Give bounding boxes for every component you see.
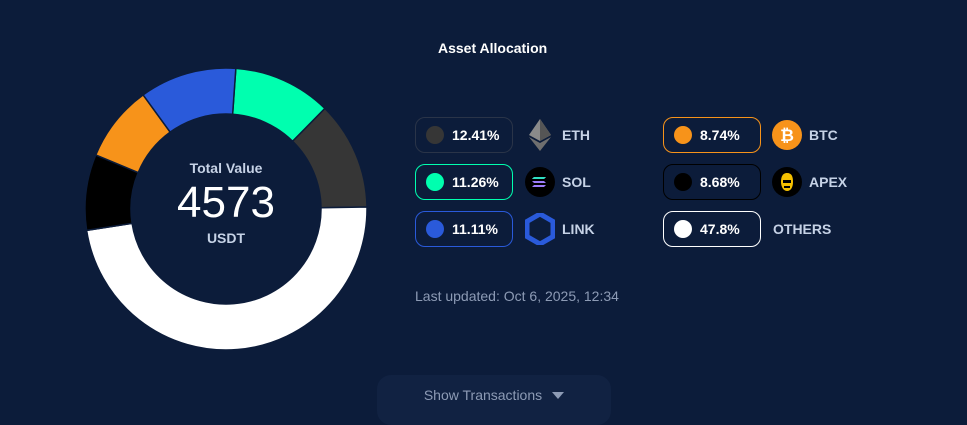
total-value: Total Value 4573 USDT bbox=[126, 160, 326, 246]
legend-asset-name: OTHERS bbox=[773, 221, 832, 237]
show-transactions-label: Show Transactions bbox=[423, 387, 543, 403]
legend-asset-name: SOL bbox=[562, 174, 591, 190]
apex-icon bbox=[772, 167, 802, 197]
legend-percent: 8.68% bbox=[700, 174, 740, 190]
total-value-amount: 4573 bbox=[177, 178, 275, 227]
color-dot-icon bbox=[426, 126, 444, 144]
legend-asset-name: ETH bbox=[562, 127, 590, 143]
legend-asset-name: BTC bbox=[809, 127, 838, 143]
legend-percent: 8.74% bbox=[700, 127, 740, 143]
legend-pill-btc[interactable]: 8.74% bbox=[663, 117, 761, 153]
svg-text:₿: ₿ bbox=[780, 126, 794, 145]
legend-pill-eth[interactable]: 12.41% bbox=[415, 117, 513, 153]
total-value-unit: USDT bbox=[206, 230, 246, 246]
chevron-down-icon bbox=[552, 392, 565, 399]
link-icon bbox=[525, 213, 555, 245]
legend-pill-sol[interactable]: 11.26% bbox=[415, 164, 513, 200]
legend-percent: 12.41% bbox=[452, 127, 500, 143]
color-dot-icon bbox=[674, 173, 692, 191]
legend-pill-link[interactable]: 11.11% bbox=[415, 211, 513, 247]
section-title: Asset Allocation bbox=[438, 40, 548, 56]
color-dot-icon bbox=[674, 126, 692, 144]
slice-link[interactable] bbox=[142, 67, 237, 134]
show-transactions-button[interactable]: Show Transactions bbox=[377, 375, 611, 425]
allocation-donut-chart bbox=[84, 67, 368, 351]
color-dot-icon bbox=[426, 220, 444, 238]
legend-pill-apex[interactable]: 8.68% bbox=[663, 164, 761, 200]
eth-icon bbox=[525, 119, 555, 151]
sol-icon bbox=[525, 167, 555, 197]
slice-others[interactable] bbox=[85, 206, 368, 351]
legend-asset-name: APEX bbox=[809, 174, 848, 190]
btc-icon: ₿ bbox=[772, 120, 802, 150]
color-dot-icon bbox=[426, 173, 444, 191]
legend-percent: 47.8% bbox=[700, 221, 740, 237]
legend-percent: 11.26% bbox=[452, 174, 499, 190]
legend-pill-others[interactable]: 47.8% bbox=[663, 211, 761, 247]
total-value-label: Total Value bbox=[189, 160, 263, 176]
color-dot-icon bbox=[674, 220, 692, 238]
legend-asset-name: LINK bbox=[562, 221, 595, 237]
legend-percent: 11.11% bbox=[452, 221, 498, 237]
last-updated: Last updated: Oct 6, 2025, 12:34 bbox=[415, 288, 619, 304]
